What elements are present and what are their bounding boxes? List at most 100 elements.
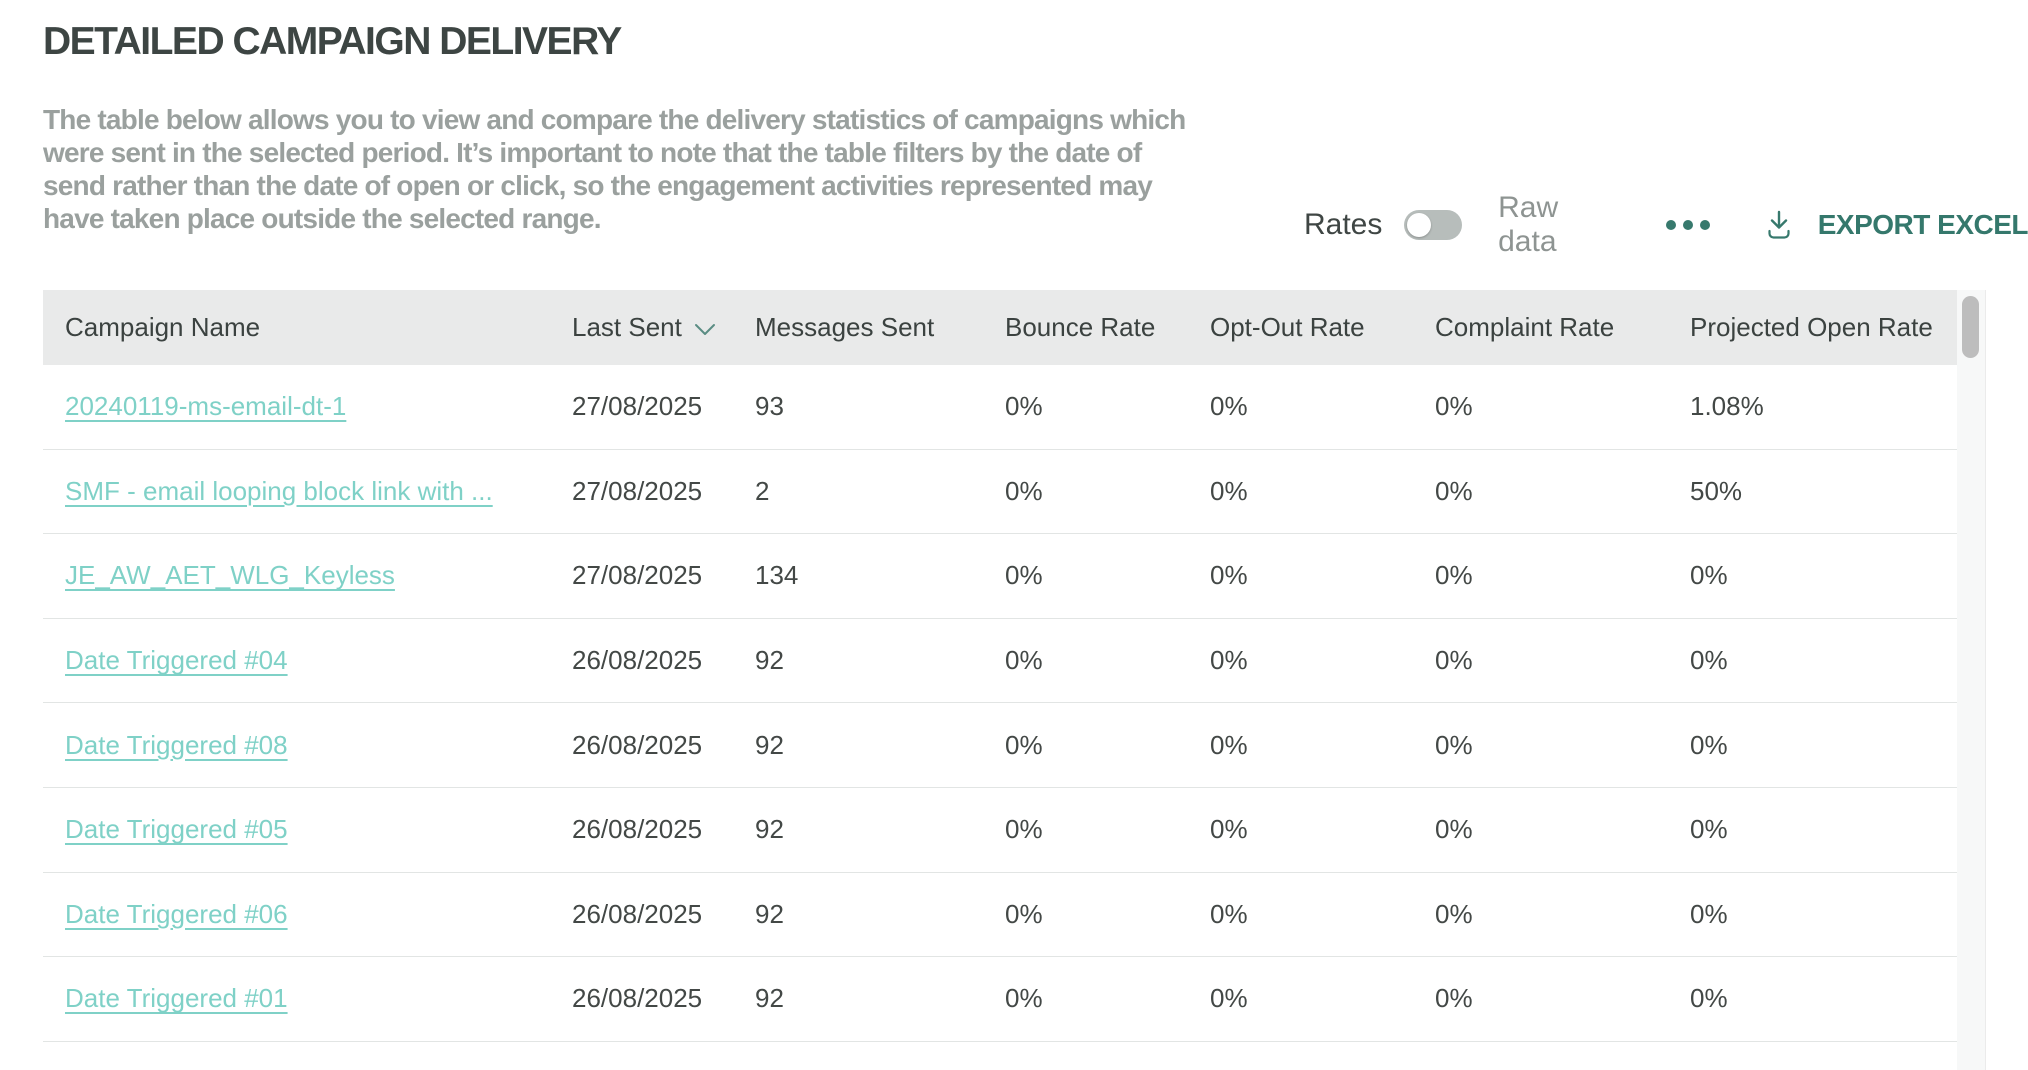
rates-rawdata-toggle[interactable] [1404,210,1463,240]
last-sent-cell: 27/08/2025 [572,475,703,506]
table-row: Date Triggered #06 26/08/2025 92 0% 0% 0… [43,872,1957,958]
campaign-name-cell: Date Triggered #01 [43,983,572,1014]
sort-chevron-down-icon [694,324,715,335]
complaint-rate-cell: 0% [1435,475,1473,506]
table-scrollbar-thumb[interactable] [1962,296,1979,358]
projected-open-rate-cell: 0% [1690,645,1728,676]
table-header-row: Campaign Name Last Sent Messages Sent Bo… [43,290,1957,365]
opt-out-rate-cell: 0% [1210,560,1248,591]
column-header-messages-sent[interactable]: Messages Sent [755,312,1005,343]
bounce-rate-cell: 0% [1005,475,1043,506]
projected-open-rate-cell: 1.08% [1690,391,1764,422]
opt-out-rate-cell: 0% [1210,475,1248,506]
bounce-rate-cell: 0% [1005,814,1043,845]
column-header-opt-out-rate[interactable]: Opt-Out Rate [1210,312,1435,343]
campaign-name-cell: JE_AW_AET_WLG_Keyless [43,560,572,591]
bounce-rate-cell: 0% [1005,898,1043,929]
table-scrollbar-track[interactable] [1957,290,1986,1070]
column-header-label: Bounce Rate [1005,312,1156,342]
messages-sent-cell: 92 [755,983,784,1014]
column-header-projected-open-rate[interactable]: Projected Open Rate [1690,312,1957,343]
column-header-last-sent[interactable]: Last Sent [572,312,755,343]
opt-out-rate-cell: 0% [1210,645,1248,676]
bounce-rate-cell: 0% [1005,729,1043,760]
ellipsis-icon [1665,220,1676,230]
column-header-campaign-name[interactable]: Campaign Name [43,312,572,343]
opt-out-rate-cell: 0% [1210,814,1248,845]
column-header-bounce-rate[interactable]: Bounce Rate [1005,312,1210,343]
page-description: The table below allows you to view and c… [43,103,1258,235]
table-row: Date Triggered #05 26/08/2025 92 0% 0% 0… [43,787,1957,873]
campaign-name-cell: Date Triggered #06 [43,899,572,930]
messages-sent-cell: 134 [755,560,799,591]
table-controls: Rates Raw data EXPORT EXCEL [1304,191,2028,258]
campaign-name-cell: 20240119-ms-email-dt-1 [43,391,572,422]
description-line: The table below allows you to view and c… [43,104,1186,135]
messages-sent-cell: 92 [755,645,784,676]
campaign-name-cell: SMF - email looping block link with ... [43,476,572,507]
projected-open-rate-cell: 0% [1690,898,1728,929]
projected-open-rate-cell: 0% [1690,729,1728,760]
last-sent-cell: 27/08/2025 [572,560,703,591]
campaign-name-link[interactable]: Date Triggered #05 [65,814,288,845]
complaint-rate-cell: 0% [1435,560,1473,591]
campaign-name-link[interactable]: 20240119-ms-email-dt-1 [65,391,347,422]
complaint-rate-cell: 0% [1435,645,1473,676]
messages-sent-cell: 92 [755,729,784,760]
page-title: DETAILED CAMPAIGN DELIVERY [43,20,622,63]
toggle-knob [1407,213,1432,237]
projected-open-rate-cell: 0% [1690,814,1728,845]
complaint-rate-cell: 0% [1435,729,1473,760]
column-header-complaint-rate[interactable]: Complaint Rate [1435,312,1690,343]
campaign-name-link[interactable]: SMF - email looping block link with ... [65,475,493,506]
complaint-rate-cell: 0% [1435,391,1473,422]
bounce-rate-cell: 0% [1005,560,1043,591]
campaign-name-link[interactable]: Date Triggered #01 [65,983,288,1014]
table-body: 20240119-ms-email-dt-1 27/08/2025 93 0% … [43,365,1957,1042]
opt-out-rate-cell: 0% [1210,391,1248,422]
description-line: have taken place outside the selected ra… [43,203,602,234]
bounce-rate-cell: 0% [1005,983,1043,1014]
column-header-label: Opt-Out Rate [1210,312,1365,342]
messages-sent-cell: 93 [755,391,784,422]
column-header-label: Messages Sent [755,312,935,342]
messages-sent-cell: 2 [755,475,770,506]
opt-out-rate-cell: 0% [1210,983,1248,1014]
export-excel-label: EXPORT EXCEL [1817,209,2028,240]
projected-open-rate-cell: 0% [1690,560,1728,591]
table-row: Date Triggered #04 26/08/2025 92 0% 0% 0… [43,618,1957,704]
raw-data-label: Raw data [1498,191,1559,258]
projected-open-rate-cell: 50% [1690,475,1743,506]
table-row: SMF - email looping block link with ... … [43,449,1957,535]
campaign-name-cell: Date Triggered #05 [43,814,572,845]
campaign-name-link[interactable]: JE_AW_AET_WLG_Keyless [65,560,395,591]
messages-sent-cell: 92 [755,898,784,929]
campaign-name-link[interactable]: Date Triggered #08 [65,729,288,760]
complaint-rate-cell: 0% [1435,898,1473,929]
table-row: Date Triggered #08 26/08/2025 92 0% 0% 0… [43,703,1957,788]
messages-sent-cell: 92 [755,814,784,845]
campaign-name-cell: Date Triggered #08 [43,730,572,761]
bounce-rate-cell: 0% [1005,645,1043,676]
campaign-name-link[interactable]: Date Triggered #06 [65,898,288,929]
rates-label: Rates [1304,208,1383,241]
export-excel-button[interactable]: EXPORT EXCEL [1762,207,2028,243]
last-sent-cell: 26/08/2025 [572,814,703,845]
campaign-name-link[interactable]: Date Triggered #04 [65,645,288,676]
last-sent-cell: 27/08/2025 [572,391,703,422]
last-sent-cell: 26/08/2025 [572,983,703,1014]
table-row: Date Triggered #01 26/08/2025 92 0% 0% 0… [43,957,1957,1042]
bounce-rate-cell: 0% [1005,391,1043,422]
description-line: send rather than the date of open or cli… [43,170,1153,201]
table-row: 20240119-ms-email-dt-1 27/08/2025 93 0% … [43,365,1957,450]
ellipsis-icon [1682,220,1693,230]
projected-open-rate-cell: 0% [1690,983,1728,1014]
column-header-label: Campaign Name [65,312,261,342]
complaint-rate-cell: 0% [1435,983,1473,1014]
more-options-button[interactable] [1665,220,1710,230]
last-sent-cell: 26/08/2025 [572,645,703,676]
column-header-label: Complaint Rate [1435,312,1615,342]
campaign-delivery-table: Campaign Name Last Sent Messages Sent Bo… [43,290,1957,1042]
ellipsis-icon [1699,220,1710,230]
